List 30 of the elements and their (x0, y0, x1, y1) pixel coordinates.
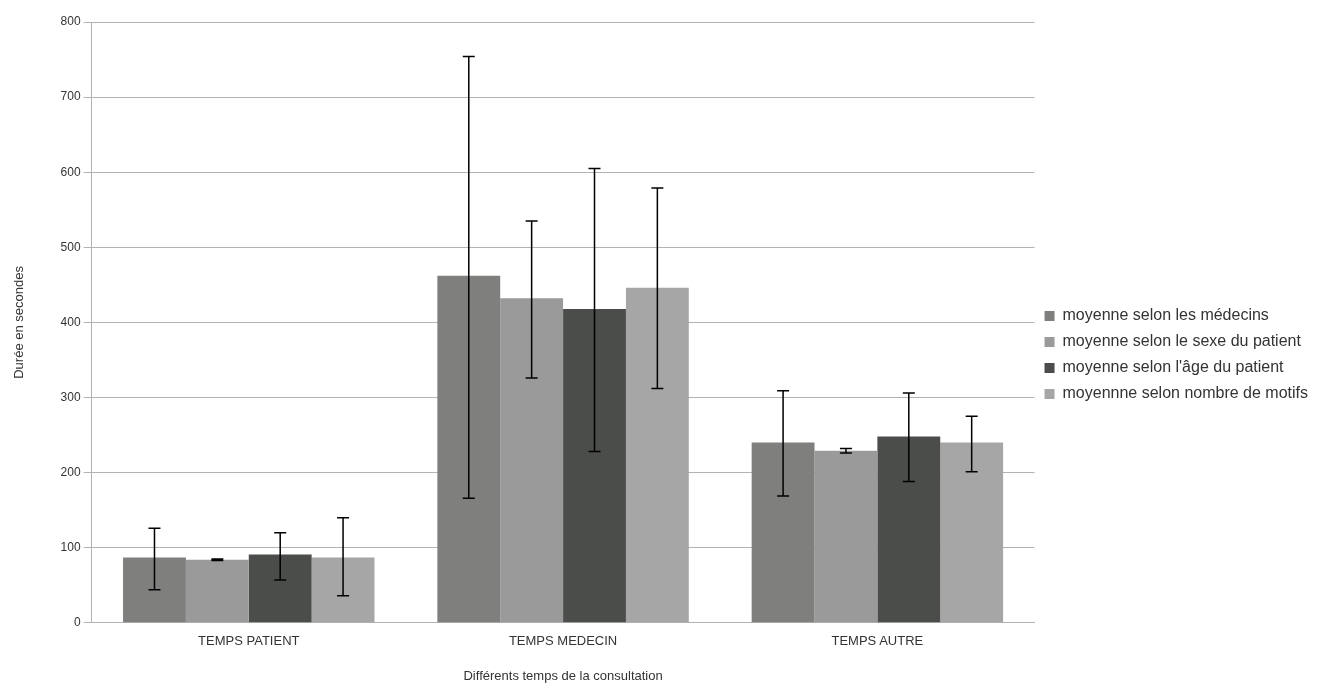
bar (311, 557, 375, 623)
bar (940, 442, 1004, 623)
x-tick-label: TEMPS PATIENT (198, 633, 300, 649)
x-tick-label: TEMPS AUTRE (831, 633, 924, 649)
bar (625, 287, 689, 623)
y-tick-label: 300 (60, 389, 81, 404)
bar (751, 442, 815, 623)
bar (563, 308, 626, 623)
legend-label: moyenne selon les médecins (1062, 306, 1269, 324)
x-tick-label: TEMPS MEDECIN (508, 633, 618, 649)
bar (248, 554, 312, 623)
y-tick-label: 400 (60, 314, 81, 329)
legend-label: moyenne selon le sexe du patient (1062, 332, 1302, 350)
y-tick-label: 500 (60, 239, 81, 254)
y-tick-label: 800 (60, 14, 81, 29)
y-tick-label: 100 (60, 540, 81, 555)
y-tick-label: 600 (60, 164, 81, 179)
y-tick-label: 700 (60, 89, 81, 104)
y-axis-title: Durée en secondes (11, 265, 27, 379)
bar (437, 275, 501, 623)
y-tick-label: 200 (60, 464, 81, 479)
bar (123, 557, 186, 623)
bar (877, 436, 941, 623)
bar (814, 450, 878, 623)
legend-label: moyennne selon nombre de motifs (1062, 384, 1308, 402)
bar (185, 559, 249, 623)
y-tick-label: 0 (73, 615, 81, 630)
legend-label: moyenne selon l'âge du patient (1062, 358, 1285, 376)
x-axis-title: Différents temps de la consultation (463, 667, 663, 683)
bar (500, 298, 564, 623)
